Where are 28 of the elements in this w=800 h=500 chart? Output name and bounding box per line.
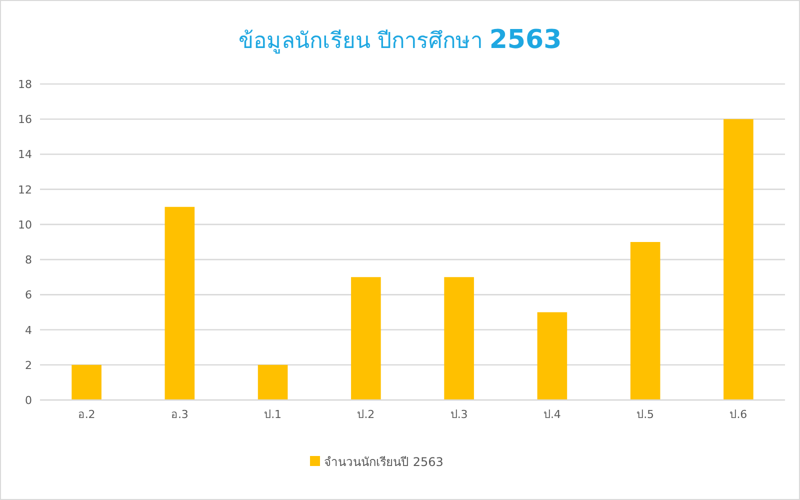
bar (258, 364, 288, 400)
x-tick-label: อ.2 (78, 408, 96, 421)
bar (630, 242, 660, 400)
x-tick-label: อ.3 (170, 408, 188, 421)
y-tick-label: 10 (18, 218, 32, 232)
y-tick-label: 18 (18, 78, 32, 91)
x-tick-label: ป.4 (543, 408, 561, 421)
y-tick-label: 6 (25, 288, 32, 302)
bar (724, 119, 754, 400)
x-tick-label: ป.1 (264, 408, 282, 421)
y-tick-label: 14 (18, 148, 32, 162)
x-tick-label: ป.6 (730, 408, 748, 421)
x-tick-label: ป.2 (357, 408, 375, 421)
legend-label: จำนวนนักเรียนปี 2563 (324, 455, 444, 469)
y-tick-label: 2 (25, 358, 32, 372)
y-tick-label: 16 (18, 113, 32, 126)
bar (351, 277, 381, 400)
bar (164, 206, 195, 400)
x-tick-label: ป.5 (636, 408, 654, 421)
bar (537, 312, 568, 400)
y-tick-label: 4 (25, 324, 32, 337)
chart-title: ข้อมูลนักเรียน ปีการศึกษา 2563 (238, 25, 562, 55)
x-tick-label: ป.3 (450, 408, 468, 421)
bar (444, 277, 474, 400)
y-tick-label: 0 (25, 394, 32, 407)
y-tick-label: 8 (25, 254, 32, 267)
bar (72, 364, 102, 400)
y-tick-label: 12 (18, 183, 32, 196)
